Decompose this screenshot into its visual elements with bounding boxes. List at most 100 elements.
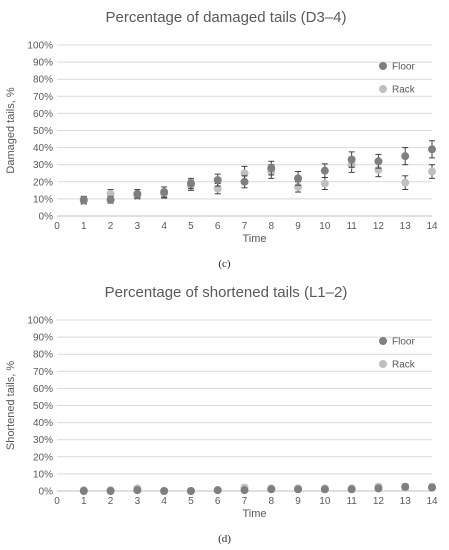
y-tick-label: 50% — [33, 126, 53, 137]
data-point-floor — [294, 485, 303, 494]
legend-marker-rack — [379, 85, 387, 93]
data-point-rack — [106, 189, 115, 198]
legend-marker-rack — [379, 360, 387, 368]
data-point-rack — [320, 179, 329, 188]
data-point-floor — [106, 195, 115, 204]
y-tick-label: 30% — [33, 160, 53, 171]
data-point-floor — [213, 486, 222, 495]
y-tick-label: 80% — [33, 350, 53, 361]
chart-panel-c: Percentage of damaged tails (D3–4) 0% 10% 2… — [0, 0, 449, 255]
chart-damaged-tails: Percentage of damaged tails (D3–4) 0% 10% 2… — [5, 9, 438, 245]
x-tick-label: 14 — [426, 221, 438, 232]
data-point-floor — [428, 145, 436, 154]
x-tick-label: 5 — [188, 221, 194, 232]
legend-label-rack: Rack — [392, 85, 416, 96]
x-tick-label: 3 — [135, 221, 141, 232]
y-tick-label: 30% — [33, 435, 53, 446]
y-tick-label: 40% — [33, 418, 53, 429]
x-tick-label: 11 — [346, 496, 357, 507]
data-point-floor — [240, 177, 249, 186]
data-point-floor — [160, 188, 169, 197]
legend-marker-floor — [379, 337, 387, 345]
y-tick-label: 40% — [33, 143, 53, 154]
x-axis-label: Time — [242, 508, 266, 520]
x-tick-label: 12 — [373, 221, 385, 232]
chart-panel-d: Percentage of shortened tails (L1–2) 0% 10… — [0, 275, 449, 530]
x-tick-label: 9 — [295, 221, 301, 232]
data-point-floor — [186, 179, 195, 188]
y-tick-label: 50% — [33, 401, 53, 412]
y-tick-label: 100% — [27, 316, 53, 327]
data-point-floor — [79, 487, 88, 495]
y-tick-label: 60% — [33, 384, 53, 395]
y-tick-label: 20% — [33, 452, 53, 463]
y-tick-label: 20% — [33, 177, 53, 188]
legend-label-rack: Rack — [392, 360, 416, 371]
data-point-rack — [401, 178, 410, 187]
panel-label-d: (d) — [218, 533, 231, 545]
x-tick-label: 6 — [215, 221, 221, 232]
legend-label-floor: Floor — [392, 62, 415, 73]
x-tick-label: 0 — [54, 496, 60, 507]
x-tick-label: 4 — [161, 221, 167, 232]
data-point-floor — [374, 157, 383, 166]
data-point-floor — [320, 166, 329, 175]
y-tick-label: 70% — [33, 367, 53, 378]
x-tick-label: 13 — [400, 496, 412, 507]
data-point-floor — [267, 485, 276, 494]
x-tick-label: 10 — [319, 496, 331, 507]
data-point-floor — [133, 486, 142, 495]
x-tick-label: 13 — [400, 221, 412, 232]
x-tick-label: 0 — [54, 221, 60, 232]
y-tick-label: 80% — [33, 75, 53, 86]
data-point-rack — [428, 167, 436, 176]
data-point-floor — [347, 485, 356, 494]
x-tick-label: 10 — [319, 221, 331, 232]
data-point-floor — [401, 482, 410, 491]
y-tick-label: 70% — [33, 92, 53, 103]
data-point-floor — [133, 189, 142, 198]
y-tick-label: 0% — [39, 487, 54, 498]
chart-shortened-tails: Percentage of shortened tails (L1–2)0%10… — [5, 284, 438, 520]
x-tick-label: 9 — [295, 496, 301, 507]
y-tick-label: 60% — [33, 109, 53, 120]
y-tick-label: 100% — [27, 41, 53, 52]
x-tick-label: 1 — [81, 221, 87, 232]
x-tick-label: 2 — [108, 221, 114, 232]
data-point-floor — [240, 486, 249, 495]
x-axis-label: Time — [242, 233, 266, 245]
data-point-floor — [79, 195, 88, 204]
x-tick-label: 5 — [188, 496, 194, 507]
legend-label-floor: Floor — [392, 337, 415, 348]
x-tick-label: 6 — [215, 496, 221, 507]
data-point-floor — [347, 155, 356, 164]
x-tick-label: 8 — [269, 496, 275, 507]
x-tick-label: 3 — [135, 496, 141, 507]
chart-title: Percentage of damaged tails (D3–4) — [106, 9, 347, 26]
data-point-floor — [294, 174, 303, 183]
y-tick-label: 90% — [33, 333, 53, 344]
x-tick-label: 12 — [373, 496, 385, 507]
data-point-floor — [320, 485, 329, 494]
x-tick-label: 1 — [81, 496, 87, 507]
x-tick-label: 8 — [269, 221, 275, 232]
panel-label-c: (c) — [218, 258, 231, 270]
x-tick-label: 4 — [161, 496, 167, 507]
data-point-rack — [213, 184, 222, 193]
y-axis-label: Damaged tails, % — [5, 87, 17, 173]
legend-marker-floor — [379, 62, 387, 70]
y-tick-label: 10% — [33, 469, 53, 480]
data-point-floor — [186, 487, 195, 495]
y-tick-label: 90% — [33, 58, 53, 69]
data-point-rack — [240, 169, 249, 178]
data-point-floor — [160, 487, 169, 495]
data-point-floor — [213, 176, 222, 185]
y-tick-label: 10% — [33, 194, 53, 205]
y-tick-label: 0% — [39, 212, 54, 223]
y-axis-label: Shortened tails, % — [5, 361, 17, 450]
data-point-floor — [401, 152, 410, 161]
data-point-floor — [374, 484, 383, 493]
chart-title: Percentage of shortened tails (L1–2) — [105, 284, 348, 301]
x-tick-label: 2 — [108, 496, 114, 507]
x-tick-label: 14 — [426, 496, 438, 507]
